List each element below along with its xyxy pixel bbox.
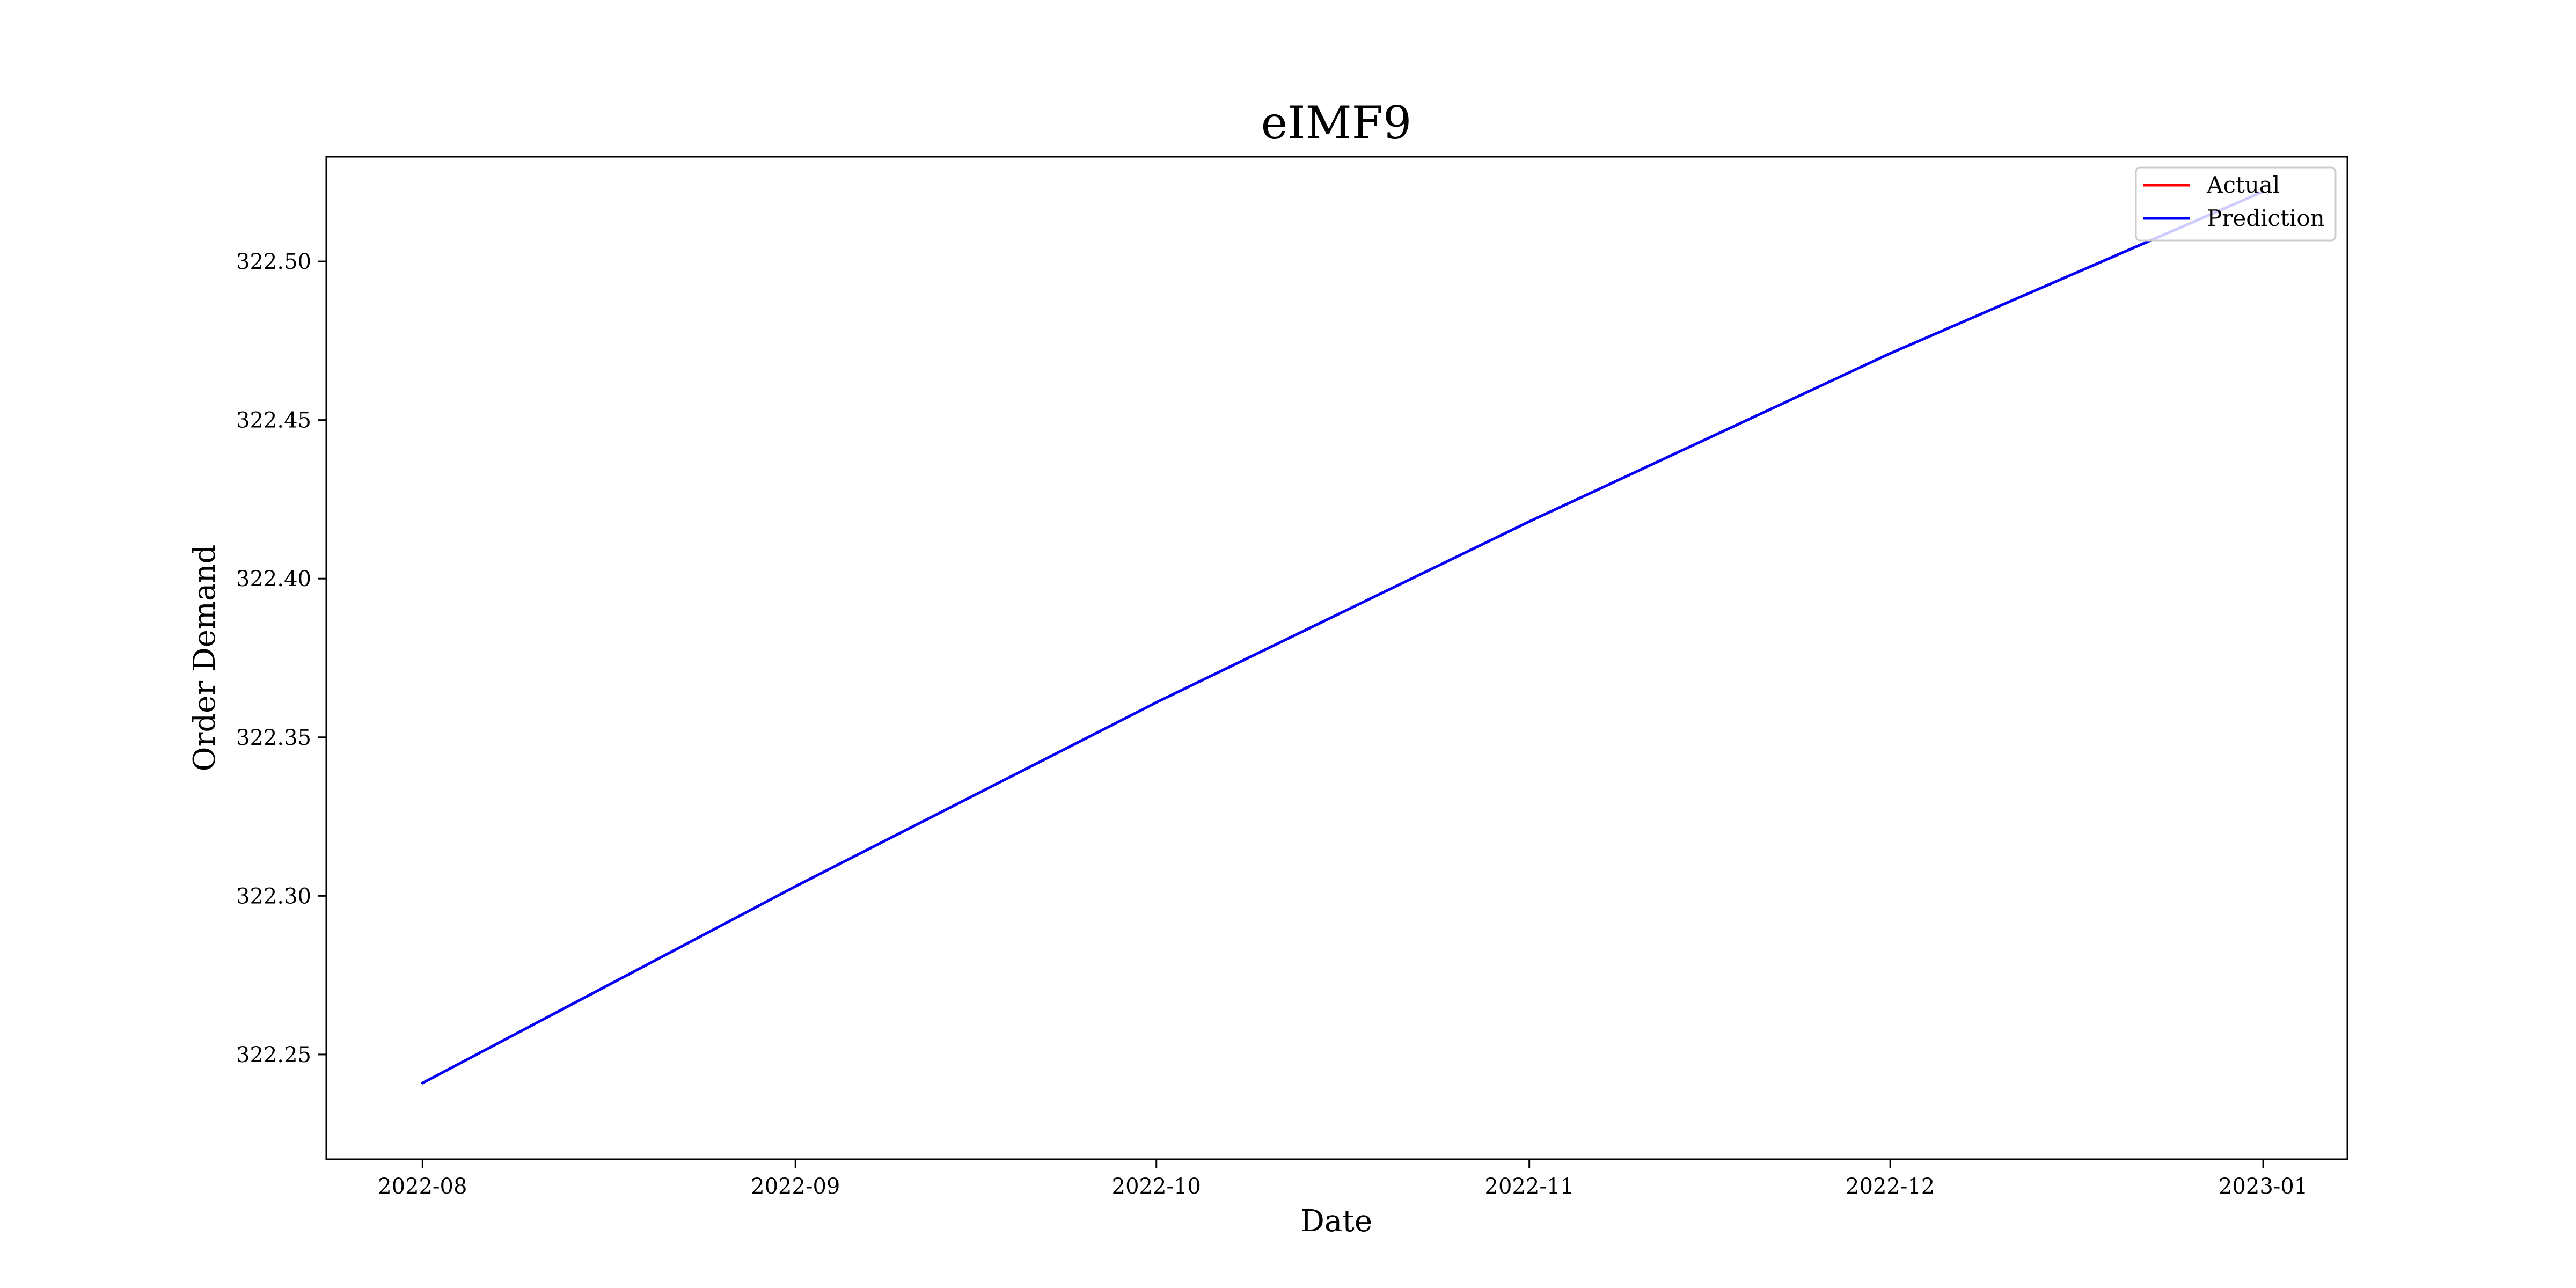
y-tick-label: 322.25	[236, 1043, 311, 1067]
series-line-prediction	[421, 190, 2265, 1085]
x-tick-label: 2022-08	[378, 1174, 467, 1199]
x-tick-label: 2022-11	[1485, 1174, 1574, 1199]
x-tick-label: 2022-12	[1846, 1174, 1935, 1199]
series-layer	[421, 190, 2265, 1085]
x-tick-label: 2022-10	[1112, 1174, 1201, 1199]
x-axis-ticks: 2022-08 2022-09 2022-10 2022-11 2022-12 2023-…	[378, 1159, 2308, 1199]
x-tick-label: 2022-09	[751, 1174, 840, 1199]
y-axis-title: Order Demand	[187, 545, 222, 772]
legend-label-actual: Actual	[2206, 172, 2280, 198]
y-tick-label: 322.35	[236, 726, 311, 750]
plot-area-frame	[325, 156, 2348, 1160]
chart-title: eIMF9	[1261, 97, 1412, 149]
x-axis-title: Date	[1300, 1204, 1372, 1239]
x-tick-label: 2023-01	[2219, 1174, 2308, 1199]
y-axis-ticks: 322.25 322.30 322.35 322.40 322.45 322.50	[236, 250, 326, 1067]
y-tick-label: 322.45	[236, 408, 311, 433]
y-tick-label: 322.30	[236, 884, 311, 909]
y-tick-label: 322.40	[236, 567, 311, 591]
legend-label-prediction: Prediction	[2207, 205, 2325, 231]
legend: Actual Prediction	[2135, 166, 2337, 241]
y-tick-label: 322.50	[236, 250, 311, 274]
